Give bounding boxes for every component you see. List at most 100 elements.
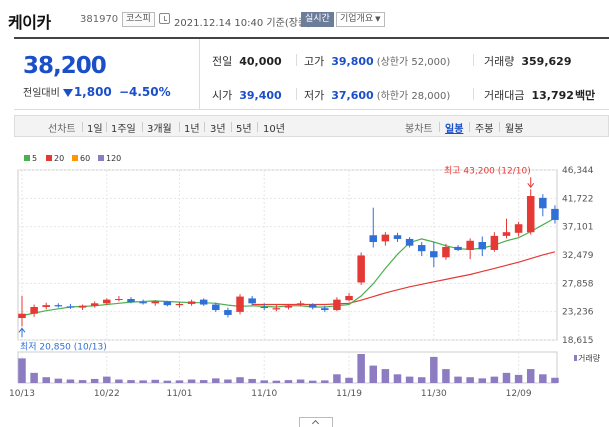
volume-label: 거래량	[484, 55, 515, 68]
legend-label: 120	[106, 154, 122, 163]
volume-bar	[42, 377, 50, 383]
volume-stat: 거래량 359,629	[484, 53, 571, 69]
candle-body	[115, 299, 123, 301]
change-label: 전일대비	[23, 88, 60, 99]
market-badge: 코스피	[122, 12, 155, 27]
chevron-down-icon: ▼	[375, 15, 381, 23]
low-annotation: 최저 20,850 (10/13)	[20, 341, 107, 352]
low-value: 37,600	[331, 89, 374, 102]
price-box: 38,200 전일대비 1,800 −4.50%	[14, 39, 200, 109]
tab-10y[interactable]: 10년	[263, 124, 285, 135]
candle-body	[551, 208, 559, 220]
volume-bar	[539, 374, 547, 383]
volume-bar	[90, 378, 99, 383]
high-stat: 고가 39,800 (상한가 52,000)	[304, 53, 450, 69]
candle-body	[30, 306, 38, 314]
candle-body	[248, 298, 256, 304]
clock-icon	[159, 13, 170, 24]
high-label: 고가	[304, 55, 325, 68]
candle-body	[357, 255, 365, 283]
volume-bar	[260, 380, 269, 383]
tab-3m[interactable]: 3개월	[147, 124, 172, 135]
candle-body	[272, 308, 281, 310]
volume-label: 거래량	[578, 353, 601, 363]
quote-panel: 38,200 전일대비 1,800 −4.50% 전일 40,000 고가 39,80…	[14, 37, 609, 110]
prev-close-label: 전일	[212, 55, 233, 68]
tab-monthly[interactable]: 월봉	[505, 124, 524, 135]
volume-bar	[381, 369, 390, 383]
tab-daily[interactable]: 일봉	[445, 124, 464, 135]
legend-ma5: 5	[24, 154, 37, 163]
candle-body	[321, 308, 329, 311]
divider	[179, 122, 180, 132]
volume-bar	[163, 380, 172, 383]
high-arrowhead	[527, 182, 535, 189]
volume-bar	[502, 372, 511, 383]
realtime-button[interactable]: 실시간	[301, 12, 334, 27]
candle-body	[393, 235, 402, 239]
tab-weekly[interactable]: 주봉	[475, 124, 494, 135]
change-value: 1,800	[73, 85, 112, 99]
volume-plot-frame	[17, 351, 558, 384]
divider	[473, 88, 474, 100]
volume-bar	[345, 377, 353, 383]
tab-1w[interactable]: 1주일	[111, 124, 136, 135]
candle-body	[405, 238, 414, 246]
candle-body	[139, 302, 147, 304]
high-value: 39,800	[331, 55, 374, 68]
candle-body	[103, 299, 111, 304]
company-info-label: 기업개요	[340, 14, 374, 24]
volume-bar	[321, 380, 329, 383]
tab-3y[interactable]: 3년	[210, 124, 226, 135]
volume-bar	[224, 379, 232, 383]
candle-body	[454, 246, 462, 250]
candle-body	[539, 197, 547, 209]
x-tick-label: 12/09	[506, 389, 532, 399]
legend-ma120: 120	[98, 154, 121, 163]
y-tick-label: 41,722	[562, 194, 594, 204]
volume-bar	[151, 379, 159, 383]
low-arrowhead	[18, 327, 26, 333]
price-change: 전일대비 1,800 −4.50%	[23, 84, 171, 99]
x-tick-label: 11/01	[166, 389, 192, 399]
candlestick-chart[interactable]: 46,344 41,722 37,101 32,479 27,858 23,236 18,6…	[0, 150, 609, 416]
tab-1d[interactable]: 1일	[87, 124, 103, 135]
y-tick-label: 32,479	[562, 251, 594, 261]
volume-bar	[199, 380, 208, 383]
volume-bar	[478, 378, 487, 383]
candle-body	[151, 301, 159, 304]
volume-bar	[551, 377, 559, 383]
divider	[439, 122, 440, 132]
candle-body	[260, 306, 269, 308]
legend-label: 5	[32, 154, 38, 163]
candle-body	[199, 299, 208, 305]
volume-bar	[18, 358, 26, 383]
low-label: 저가	[304, 89, 325, 102]
candle-body	[442, 246, 450, 258]
tab-1y[interactable]: 1년	[184, 124, 200, 135]
divider	[296, 54, 297, 66]
stock-name: 케이카	[8, 13, 51, 32]
candle-body	[308, 304, 317, 308]
legend-ma60: 60	[72, 154, 90, 163]
down-arrow-icon	[62, 89, 73, 97]
low-stat: 저가 37,600 (하한가 28,000)	[304, 87, 450, 103]
volume-bar	[393, 374, 402, 383]
candle-body	[502, 232, 511, 236]
volume-bar	[442, 369, 450, 383]
divider	[257, 122, 258, 132]
volume-bar	[466, 377, 474, 383]
open-stat: 시가 39,400	[212, 87, 282, 103]
divider	[473, 54, 474, 66]
scroll-up-button[interactable]	[299, 417, 333, 427]
volume-bar	[417, 377, 426, 383]
upper-limit: (상한가 52,000)	[376, 57, 451, 68]
volume-bar	[526, 369, 535, 383]
x-tick-label: 11/19	[336, 389, 362, 399]
tab-5y[interactable]: 5년	[236, 124, 252, 135]
candle-body	[381, 234, 390, 242]
x-tick-label: 10/13	[9, 389, 35, 399]
company-info-dropdown[interactable]: 기업개요 ▼	[336, 12, 385, 27]
candle-body	[236, 296, 244, 312]
legend-swatch	[72, 155, 78, 161]
